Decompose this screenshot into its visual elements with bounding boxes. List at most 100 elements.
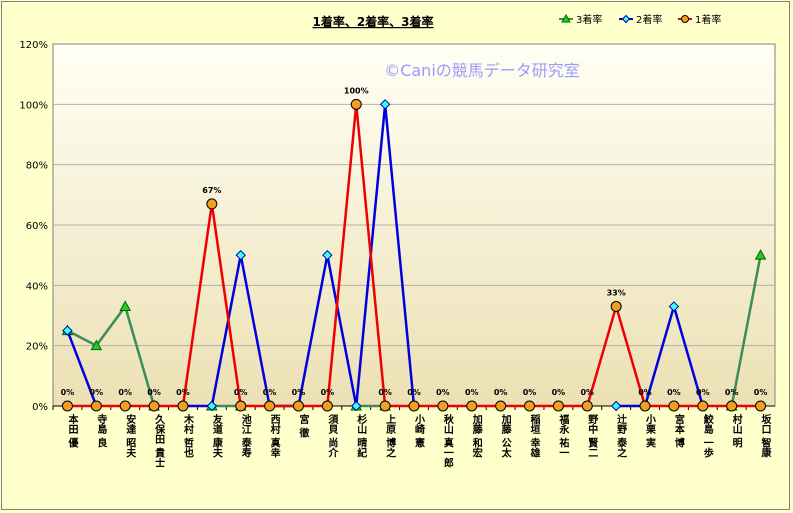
x-tick-label: 小崎 憲: [413, 413, 426, 448]
x-tick-label: 杉山 晴紀: [355, 413, 367, 458]
data-point: [697, 400, 709, 412]
data-point: [437, 400, 449, 412]
x-tick-label: 安達 昭夫: [124, 413, 137, 458]
data-label: 0%: [234, 388, 248, 397]
y-tick-label: 0%: [32, 402, 48, 413]
x-tick-label: 加藤 公太: [499, 413, 512, 458]
data-point: [754, 249, 767, 260]
series-line: [66, 303, 156, 407]
data-label: 0%: [638, 388, 652, 397]
data-point: [581, 400, 593, 412]
x-tick-label: 西村 真幸: [268, 414, 280, 458]
data-point: [119, 400, 131, 412]
legend-label: 3着率: [576, 13, 602, 26]
data-label: 0%: [61, 388, 75, 397]
data-point: [408, 400, 420, 412]
data-label: 100%: [344, 86, 369, 95]
y-tick-label: 60%: [26, 221, 48, 232]
legend-label: 2着率: [636, 13, 662, 26]
data-label: 0%: [407, 388, 421, 397]
data-point: [466, 400, 478, 412]
data-label: 0%: [725, 388, 739, 397]
data-label: 0%: [580, 388, 594, 397]
y-tick-label: 100%: [19, 100, 48, 111]
data-point: [726, 400, 738, 412]
x-tick-label: 友道 康夫: [210, 413, 223, 458]
data-label: 0%: [118, 388, 132, 397]
data-point: [61, 400, 73, 412]
data-label: 0%: [176, 388, 190, 397]
data-point: [62, 325, 73, 336]
data-point: [610, 400, 622, 412]
x-tick-label: 加藤 和宏: [470, 413, 483, 458]
data-point: [148, 400, 160, 412]
data-label: 0%: [754, 388, 768, 397]
series-line: [730, 254, 762, 407]
data-point: [350, 98, 362, 110]
y-tick-label: 40%: [26, 281, 48, 292]
data-label: 0%: [696, 388, 710, 397]
data-point: [379, 400, 391, 412]
x-tick-label: 辻野 泰之: [615, 413, 628, 458]
data-point: [206, 198, 218, 210]
data-label: 0%: [552, 388, 566, 397]
x-tick-label: 福永 祐一: [557, 413, 570, 458]
watermark: ©Caniの競馬データ研究室: [384, 61, 580, 80]
data-label: 0%: [465, 388, 479, 397]
x-tick-label: 稲垣 幸雄: [528, 413, 541, 458]
series-line: [66, 330, 98, 407]
x-tick-label: 寺島 良: [95, 413, 107, 448]
data-label: 0%: [292, 388, 306, 397]
x-tick-label: 秋山 真一郎: [441, 413, 453, 468]
data-label: 0%: [263, 388, 277, 397]
x-tick-label: 鮫島 一歩: [701, 413, 713, 458]
data-point: [177, 400, 189, 412]
chart-title: 1着率、2着率、3着率: [312, 14, 433, 29]
legend: 3着率 2着率 1着率: [559, 13, 721, 26]
data-label: 0%: [378, 388, 392, 397]
data-point: [668, 301, 680, 312]
data-point: [90, 400, 102, 412]
x-tick-label: 小栗 実: [644, 413, 657, 448]
data-label: 0%: [436, 388, 450, 397]
data-label: 0%: [523, 388, 537, 397]
data-label: 0%: [667, 388, 681, 397]
data-point: [668, 400, 680, 412]
x-tick-label: 久保田 貴士: [153, 413, 166, 468]
data-point: [610, 300, 622, 312]
x-tick-label: 須貝 尚介: [326, 413, 339, 458]
x-tick-label: 坂口 智康: [759, 413, 771, 458]
data-point: [321, 400, 333, 412]
x-tick-label: 上原 博之: [384, 413, 396, 458]
x-tick-label: 本田 優: [66, 413, 79, 448]
x-tick-label: 野中 賢二: [586, 414, 598, 458]
data-label: 0%: [147, 388, 161, 397]
x-tick-label: 木村 哲也: [181, 413, 194, 458]
data-point: [90, 339, 103, 351]
x-tick-label: 宮 徹: [297, 413, 310, 438]
data-point: [351, 400, 362, 412]
legend-label: 1着率: [695, 13, 721, 26]
y-tick-label: 80%: [26, 161, 48, 172]
x-tick-label: 宮本 博: [672, 413, 684, 448]
data-label: 0%: [494, 388, 508, 397]
y-tick-label: 20%: [26, 342, 48, 353]
x-tick-label: 村山 明: [730, 413, 742, 448]
data-point: [755, 400, 767, 412]
data-point: [639, 400, 651, 412]
data-point: [235, 400, 247, 412]
series-line: [616, 301, 705, 408]
data-point: [264, 400, 276, 412]
legend-marker: [681, 15, 689, 23]
data-label: 67%: [202, 186, 221, 195]
data-point: [379, 99, 391, 110]
data-point: [495, 400, 507, 412]
y-tick-label: 120%: [19, 40, 48, 51]
data-point: [206, 400, 218, 412]
data-point: [322, 249, 333, 261]
data-label: 0%: [321, 388, 335, 397]
data-point: [552, 400, 564, 412]
data-point: [119, 300, 132, 311]
